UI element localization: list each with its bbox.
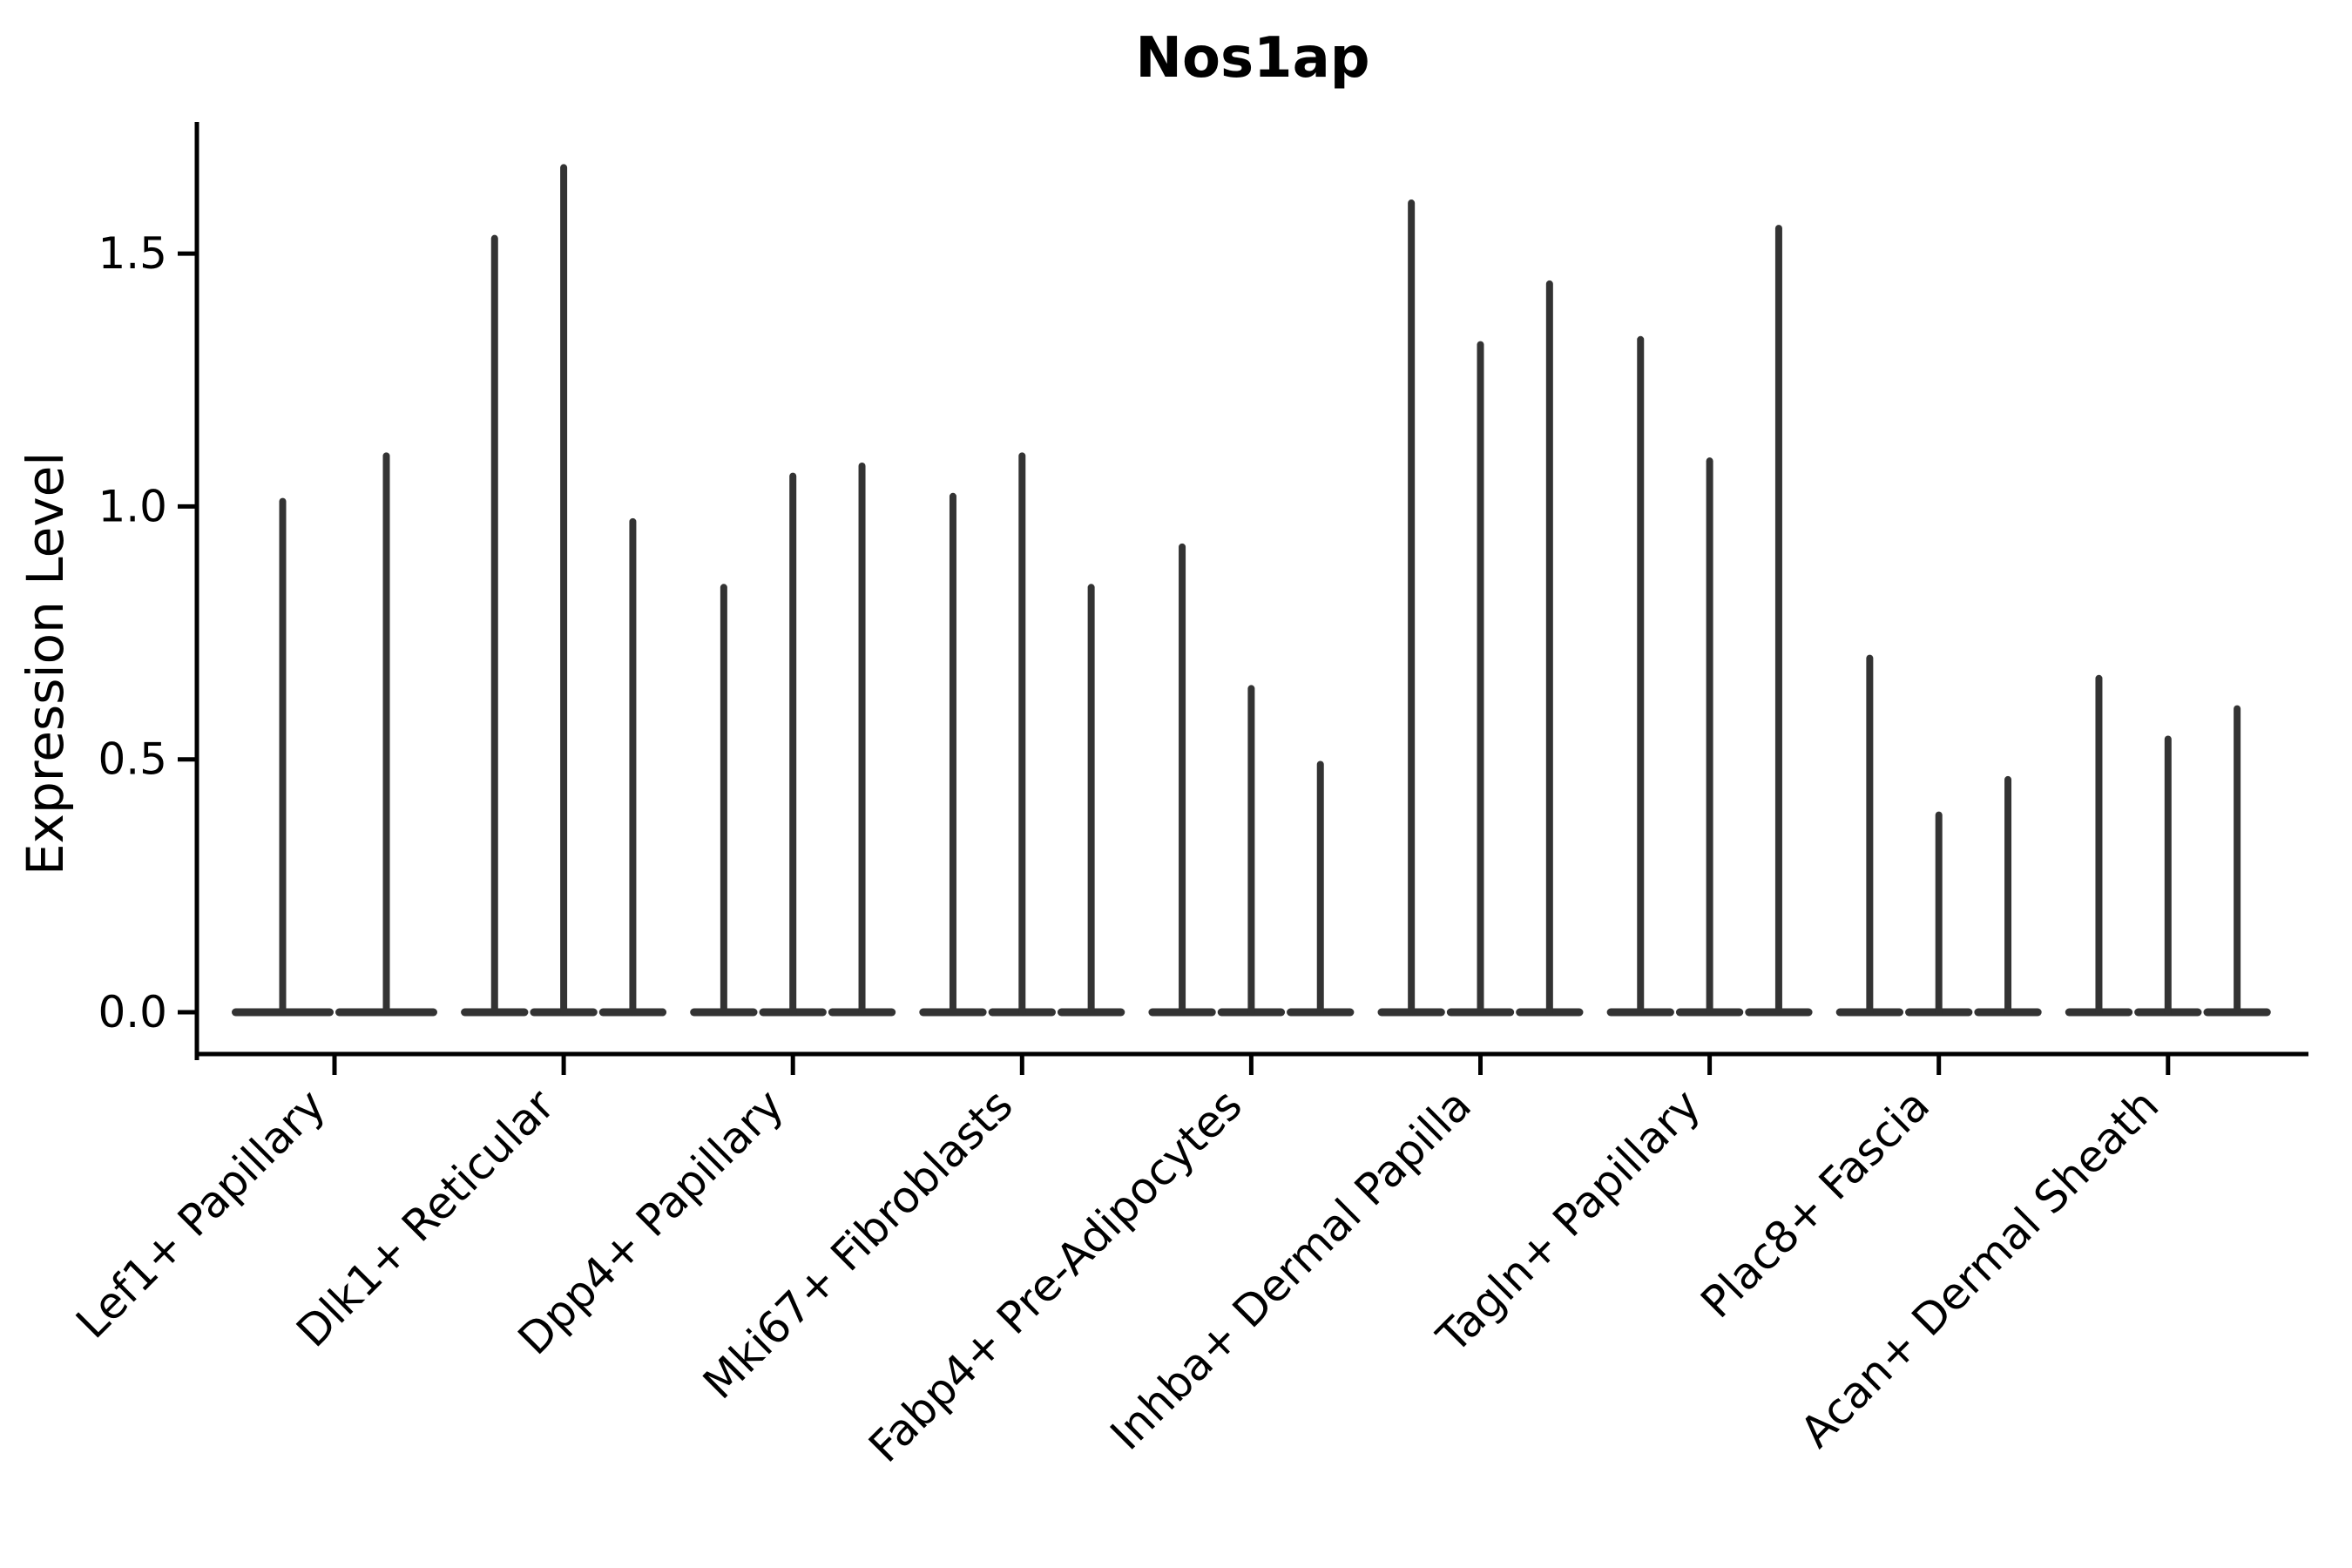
y-tick-label: 1.0 [98, 481, 167, 531]
y-axis-label: Expression Level [16, 452, 75, 875]
x-category-label: Lef1+ Papillary [66, 1079, 335, 1348]
x-category-label: Fabp4+ Pre-Adipocytes [859, 1079, 1252, 1472]
y-tick-label: 0.0 [98, 987, 167, 1037]
chart-title: Nos1ap [1135, 26, 1369, 91]
x-category-label: Plac8+ Fascia [1691, 1079, 1939, 1328]
y-tick-label: 1.5 [98, 228, 167, 279]
y-tick-label: 0.5 [98, 734, 167, 785]
